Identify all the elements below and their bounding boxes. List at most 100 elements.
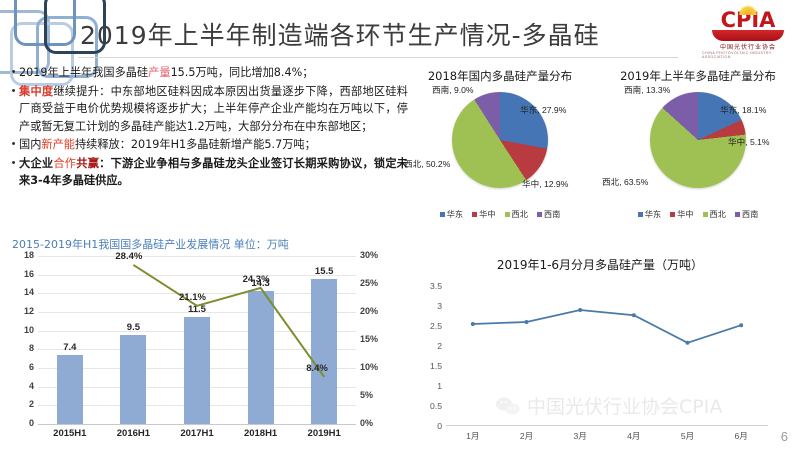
legend-item: 西北 — [504, 208, 528, 220]
line-value-label: 21.1% — [179, 291, 206, 303]
bar-column: 14.3 — [229, 256, 293, 424]
y-axis-tick: 12 — [23, 306, 34, 316]
chart-pie-2019h1: 2019年上半年多晶硅产量分布 华东, 18.1% 华中, 5.1% 西北, 63.… — [600, 68, 796, 240]
legend-item: 西南 — [536, 208, 561, 220]
grid-line — [38, 293, 356, 295]
legend-label: 华中 — [677, 210, 694, 219]
pie-2019h1-legend: 华东 华中 西北 西南 — [600, 208, 796, 220]
y2-axis-tick: 20% — [360, 306, 379, 316]
monthly-line-series — [470, 308, 744, 345]
cpia-logo: CPIA 中国光伏行业协会 CHINA PHOTOVOLTAIC INDUSTR… — [702, 4, 794, 60]
legend-label: 西北 — [709, 210, 726, 219]
line-y-tick: 0 — [437, 421, 442, 431]
line-chart-title: 2019年1-6月分月多晶硅产量（万吨） — [496, 258, 704, 272]
line-chart-axis — [446, 425, 768, 426]
chart-production-trend: 2015-2019年H1我国国多晶硅产业发展情况 单位：万吨 0 2 4 6 8 10 12… — [4, 236, 402, 448]
pie-slice-label: 西南, 9.0% — [432, 85, 474, 95]
bar-value-label: 7.4 — [63, 341, 77, 353]
y2-axis-tick: 30% — [360, 250, 379, 260]
grid-line — [38, 256, 356, 257]
legend-item: 西北 — [702, 208, 726, 220]
bullet-segment: 15.5万吨，同比增加8.4%； — [170, 66, 314, 79]
line-x-label: 1月 — [466, 431, 480, 441]
y2-axis-tick: 25% — [360, 278, 379, 288]
grid-line — [38, 312, 356, 313]
legend-label: 华东 — [446, 210, 464, 219]
bullet-segment: 继续提升：中东部地区硅料因成本原因出货量逐步下降，西部地区硅料厂商受益于电价优势… — [19, 84, 408, 133]
bullet-segment: ：下游企业争相与多晶硅龙头企业签订长期采购协议，锁定未来3-4年多晶硅供应。 — [19, 156, 408, 188]
legend-label: 华中 — [479, 210, 496, 219]
bullet-list: • 2019年上半年我国多晶硅产量15.5万吨，同比增加8.4%； • 集中度继续提升… — [8, 64, 408, 191]
bar-column: 15.5 — [292, 256, 356, 424]
line-x-label: 4月 — [627, 431, 641, 441]
chart-monthly-output: 2019年1-6月分月多晶硅产量（万吨） 0 0.5 1 1.5 2 2.5 3 3.5 1月 2… — [404, 250, 796, 448]
bullet-item: • 集中度继续提升：中东部地区硅料因成本原因出货量逐步下降，西部地区硅料厂商受益于… — [8, 83, 408, 136]
pie-slice-label: 华东, 18.1% — [720, 105, 767, 115]
y2-axis-tick: 10% — [360, 362, 379, 372]
chart-pie-2018: 2018年国内多晶硅产量分布 华东, 27.9% 华中, 12.9% 西北, 50.… — [402, 68, 598, 240]
pie-2018-disc — [452, 92, 548, 188]
bullet-text: 国内新产能持续释放：2019年H1多晶硅新增产能5.7万吨； — [19, 136, 316, 154]
bullet-segment: 合作 — [53, 156, 77, 170]
legend-swatch — [536, 211, 542, 217]
legend-swatch — [439, 211, 445, 217]
bar — [247, 290, 274, 424]
legend-item: 西南 — [734, 208, 758, 220]
legend-swatch — [734, 211, 740, 217]
line-x-label: 3月 — [573, 431, 587, 441]
legend-swatch — [702, 211, 708, 217]
y-axis-tick: 10 — [23, 324, 34, 335]
bullet-text: 2019年上半年我国多晶硅产量15.5万吨，同比增加8.4%； — [19, 64, 313, 82]
pie-slice-label: 华东, 27.9% — [520, 105, 567, 115]
y-axis-tick: 4 — [28, 380, 34, 391]
legend-swatch — [472, 211, 478, 217]
bullet-segment: 持续释放：2019年H1多晶硅新增产能5.7万吨； — [74, 138, 316, 151]
x-axis-label: 2017H1 — [180, 428, 214, 439]
bullet-marker: • — [11, 84, 16, 97]
line-x-label: 6月 — [734, 431, 748, 441]
pie-2019h1-title: 2019年上半年多晶硅产量分布 — [620, 69, 776, 83]
line-y-tick: 0.5 — [430, 401, 442, 411]
legend-swatch — [670, 211, 676, 217]
line-value-label: 24.3% — [242, 273, 270, 285]
line-x-label: 5月 — [680, 431, 695, 441]
y-axis-tick: 14 — [23, 287, 34, 298]
x-axis-label: 2015H1 — [53, 428, 87, 439]
bar-chart-x-labels: 2015H1 2016H1 2017H1 2018H1 2019H1 — [38, 428, 356, 439]
y-axis-tick: 16 — [23, 268, 34, 279]
bar — [183, 316, 210, 424]
pie-slice-label: 西北, 63.5% — [602, 177, 649, 187]
page-number: 6 — [780, 429, 788, 444]
bullet-segment: 集中度 — [19, 84, 54, 98]
logo-en-name: CHINA PHOTOVOLTAIC INDUSTRY ASSOCIATION — [702, 50, 772, 59]
bar-value-label: 15.5 — [314, 266, 334, 278]
bar-column: 11.5 — [165, 256, 229, 424]
x-axis-label: 2018H1 — [243, 428, 278, 439]
y2-axis-tick: 5% — [360, 390, 374, 400]
bullet-marker: • — [11, 66, 16, 78]
y2-axis-tick: 15% — [360, 334, 379, 344]
pie-slice-label: 西北, 50.2% — [404, 159, 451, 169]
legend-label: 西南 — [543, 210, 561, 219]
logo-acronym: CPIA — [720, 7, 776, 32]
bar-value-label: 14.3 — [251, 277, 270, 289]
pie-slice-label: 华中, 5.1% — [728, 137, 770, 147]
legend-swatch — [504, 211, 510, 217]
bullet-marker: • — [11, 156, 16, 169]
bullet-marker: • — [11, 138, 16, 150]
bullet-text: 集中度继续提升：中东部地区硅料因成本原因出货量逐步下降，西部地区硅料厂商受益于电… — [19, 83, 408, 136]
bar-series: 7.4 9.5 11.5 14.3 15.5 — [38, 256, 356, 424]
bullet-segment: 产量 — [148, 66, 171, 79]
legend-item: 华中 — [472, 208, 496, 220]
pie-2018-title: 2018年国内多晶硅产量分布 — [427, 69, 573, 83]
line-value-label: 28.4% — [115, 250, 143, 262]
line-chart-plot: 0 0.5 1 1.5 2 2.5 3 3.5 1月 2月 3月 4月 5月 6月 — [430, 281, 768, 441]
pie-2018-wrap: 华东, 27.9% 华中, 12.9% 西北, 50.2% 西南, 9.0% — [402, 84, 598, 206]
decorative-squares-icon — [0, 0, 120, 86]
line-y-tick: 1 — [437, 381, 442, 391]
line-y-tick: 2.5 — [430, 321, 442, 331]
growth-line-series — [132, 264, 326, 378]
line-y-tick: 1.5 — [430, 361, 442, 371]
logo-cn-name: 中国光伏行业协会 — [719, 44, 776, 51]
y-axis-tick: 6 — [28, 362, 34, 372]
